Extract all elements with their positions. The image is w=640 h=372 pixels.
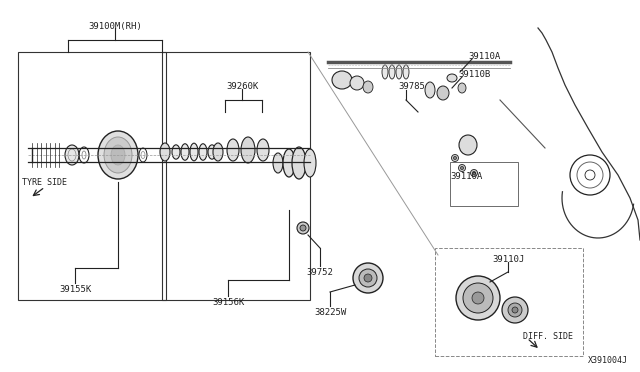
Ellipse shape [292, 147, 306, 179]
Ellipse shape [350, 76, 364, 90]
Ellipse shape [241, 137, 255, 163]
Text: 39110A: 39110A [468, 52, 500, 61]
Ellipse shape [104, 137, 132, 173]
Bar [450, 162, 518, 206]
Circle shape [451, 154, 458, 161]
Ellipse shape [458, 83, 466, 93]
Text: 39155K: 39155K [59, 285, 91, 294]
Text: 39110B: 39110B [458, 70, 490, 79]
Text: 39110J: 39110J [492, 255, 524, 264]
Ellipse shape [459, 135, 477, 155]
Ellipse shape [300, 225, 306, 231]
Ellipse shape [396, 65, 402, 79]
Ellipse shape [512, 307, 518, 313]
Ellipse shape [359, 269, 377, 287]
Ellipse shape [227, 139, 239, 161]
Ellipse shape [160, 143, 170, 161]
Text: 39100M(RH): 39100M(RH) [88, 22, 142, 31]
Ellipse shape [65, 145, 79, 165]
Text: 38225W: 38225W [314, 308, 346, 317]
Ellipse shape [437, 86, 449, 100]
Text: TYRE SIDE: TYRE SIDE [22, 178, 67, 187]
Ellipse shape [447, 74, 457, 82]
Ellipse shape [304, 149, 316, 177]
Ellipse shape [213, 143, 223, 161]
Ellipse shape [98, 131, 138, 179]
Text: 39785: 39785 [398, 82, 425, 91]
Circle shape [454, 157, 456, 160]
Ellipse shape [353, 263, 383, 293]
Ellipse shape [382, 65, 388, 79]
Ellipse shape [364, 274, 372, 282]
Ellipse shape [463, 283, 493, 313]
Ellipse shape [332, 71, 352, 89]
Bar [162, 52, 310, 300]
Bar [435, 248, 583, 356]
Ellipse shape [502, 297, 528, 323]
Ellipse shape [172, 145, 180, 159]
Circle shape [470, 170, 477, 176]
Ellipse shape [208, 145, 216, 159]
Ellipse shape [297, 222, 309, 234]
Ellipse shape [508, 303, 522, 317]
Ellipse shape [190, 143, 198, 161]
Text: 39110A: 39110A [450, 172, 483, 181]
Circle shape [458, 164, 465, 171]
Text: DIFF. SIDE: DIFF. SIDE [523, 332, 573, 341]
Ellipse shape [273, 153, 283, 173]
Circle shape [461, 167, 463, 170]
Circle shape [472, 171, 476, 174]
Ellipse shape [472, 292, 484, 304]
Text: 39752: 39752 [307, 268, 333, 277]
Ellipse shape [199, 144, 207, 160]
Ellipse shape [403, 65, 409, 79]
Text: 39156K: 39156K [212, 298, 244, 307]
Ellipse shape [456, 276, 500, 320]
Ellipse shape [111, 145, 125, 165]
Ellipse shape [283, 149, 295, 177]
Ellipse shape [181, 144, 189, 160]
Ellipse shape [389, 65, 395, 79]
Ellipse shape [363, 81, 373, 93]
Bar [18, 52, 166, 300]
Ellipse shape [425, 82, 435, 98]
Text: X391004J: X391004J [588, 356, 628, 365]
Text: 39260K: 39260K [226, 82, 258, 91]
Ellipse shape [257, 139, 269, 161]
